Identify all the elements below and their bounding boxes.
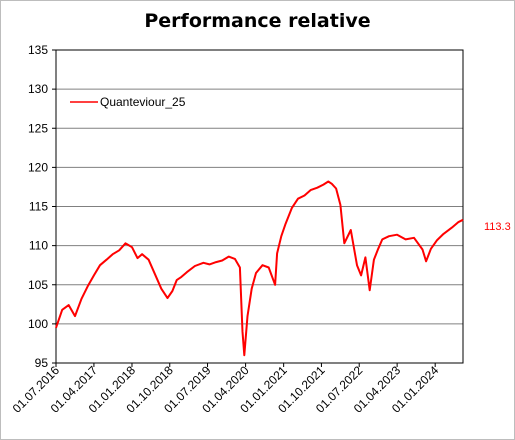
y-tick-label: 110 <box>29 239 48 253</box>
series-line <box>55 180 464 357</box>
series-lines <box>55 180 464 357</box>
y-tick-label: 120 <box>28 160 48 174</box>
chart-title: Performance relative <box>144 10 371 32</box>
y-tick-label: 130 <box>28 82 48 96</box>
y-tick-label: 115 <box>29 200 48 214</box>
y-tick-label: 105 <box>28 278 48 292</box>
y-tick-label: 135 <box>28 43 48 57</box>
y-tick-label: 125 <box>28 121 48 135</box>
legend: Quanteviour_25 <box>70 95 186 109</box>
y-tick-label: 100 <box>28 317 48 331</box>
gridlines <box>56 49 463 364</box>
x-axis-ticks: 01.07.201601.04.201701.01.201801.10.2018… <box>10 363 442 416</box>
y-axis-ticks: 95 100 105 110 115 120 125 130 135 <box>28 43 56 370</box>
y-tick-label: 95 <box>35 356 49 370</box>
last-value-annotation: 113.3 <box>484 221 511 233</box>
last-value-label: 113.3 <box>484 221 511 233</box>
legend-label: Quanteviour_25 <box>100 95 186 109</box>
